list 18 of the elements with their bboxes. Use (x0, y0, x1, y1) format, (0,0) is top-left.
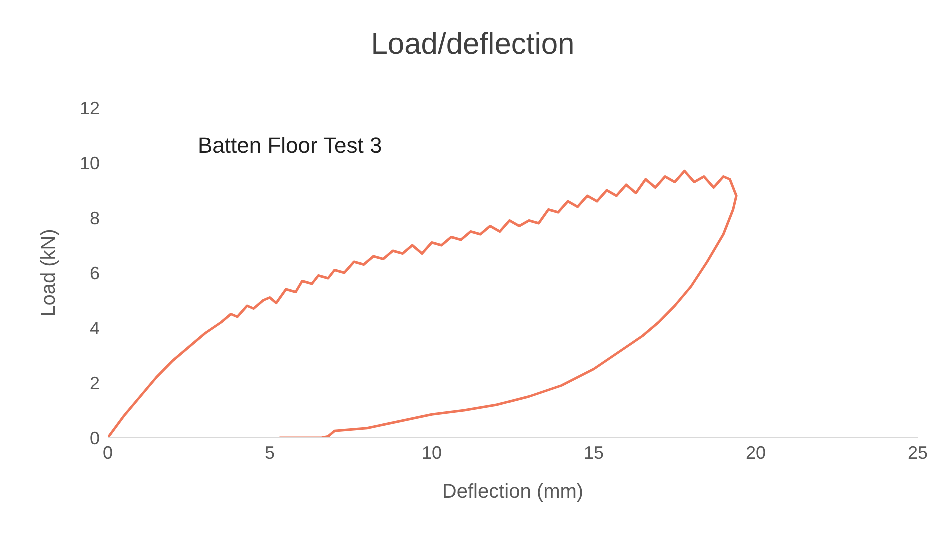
y-tick-label: 2 (90, 373, 100, 394)
y-tick-label: 12 (80, 98, 100, 118)
y-tick-label: 10 (80, 153, 100, 174)
line-series (108, 170, 738, 438)
y-tick-label: 0 (90, 428, 100, 448)
x-tick-label: 10 (422, 442, 442, 463)
x-tick-label: 20 (746, 442, 766, 463)
y-tick-label: 8 (90, 208, 100, 228)
x-tick-label: 0 (102, 442, 114, 463)
x-tick-label: 15 (584, 442, 604, 463)
y-tick-label: 6 (90, 263, 100, 284)
x-axis-title: Deflection (mm) (442, 481, 584, 503)
x-tick-label: 25 (908, 442, 928, 463)
y-tick-label: 4 (90, 318, 100, 338)
x-tick-label: 5 (264, 442, 276, 463)
chart-title: Load/deflection (370, 28, 576, 62)
y-axis-title: Load (kN) (38, 229, 60, 317)
annotation: Batten Floor Test 3 (198, 133, 382, 159)
